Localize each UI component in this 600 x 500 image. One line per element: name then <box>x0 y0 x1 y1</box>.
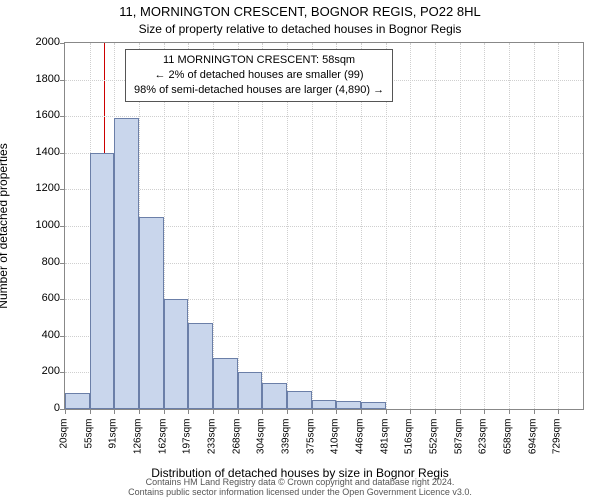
grid-line <box>410 43 411 409</box>
x-tick-mark <box>386 409 387 414</box>
x-tick-label: 339sqm <box>281 419 292 465</box>
plot-area: 11 MORNINGTON CRESCENT: 58sqm ← 2% of de… <box>64 42 584 410</box>
x-tick-label: 623sqm <box>478 419 489 465</box>
x-tick-mark <box>164 409 165 414</box>
annotation-line-3: 98% of semi-detached houses are larger (… <box>134 83 384 98</box>
y-tick-label: 200 <box>10 365 60 377</box>
x-tick-mark <box>262 409 263 414</box>
histogram-bar <box>361 402 386 409</box>
grid-line <box>435 43 436 409</box>
y-tick-mark <box>60 116 65 117</box>
x-tick-mark <box>509 409 510 414</box>
histogram-bar <box>114 118 139 409</box>
grid-line <box>534 43 535 409</box>
x-tick-label: 658sqm <box>503 419 514 465</box>
x-tick-mark <box>90 409 91 414</box>
grid-line <box>460 43 461 409</box>
y-tick-mark <box>60 189 65 190</box>
x-tick-label: 375sqm <box>305 419 316 465</box>
grid-line <box>509 43 510 409</box>
y-tick-mark <box>60 372 65 373</box>
x-tick-mark <box>114 409 115 414</box>
y-tick-mark <box>60 299 65 300</box>
x-tick-label: 304sqm <box>256 419 267 465</box>
x-tick-label: 233sqm <box>207 419 218 465</box>
x-tick-mark <box>410 409 411 414</box>
y-axis-label: Number of detached properties <box>0 143 10 308</box>
y-tick-label: 600 <box>10 292 60 304</box>
histogram-bar <box>238 372 263 410</box>
histogram-bar <box>312 400 337 409</box>
x-tick-label: 446sqm <box>355 419 366 465</box>
x-tick-label: 587sqm <box>453 419 464 465</box>
histogram-bar <box>164 299 189 409</box>
attribution-line-2: Contains public sector information licen… <box>0 488 600 498</box>
x-tick-label: 694sqm <box>527 419 538 465</box>
annotation-line-2: ← 2% of detached houses are smaller (99) <box>134 68 384 83</box>
y-tick-label: 400 <box>10 329 60 341</box>
x-tick-label: 126sqm <box>133 419 144 465</box>
x-tick-mark <box>534 409 535 414</box>
histogram-bar <box>139 217 164 409</box>
grid-line <box>484 43 485 409</box>
histogram-bar <box>90 153 115 409</box>
x-tick-mark <box>287 409 288 414</box>
chart-title: 11, MORNINGTON CRESCENT, BOGNOR REGIS, P… <box>0 4 600 19</box>
x-tick-label: 91sqm <box>108 419 119 465</box>
histogram-bar <box>65 393 90 409</box>
y-tick-mark <box>60 43 65 44</box>
y-tick-mark <box>60 80 65 81</box>
grid-line <box>65 116 583 117</box>
annotation-line-1: 11 MORNINGTON CRESCENT: 58sqm <box>134 53 384 68</box>
y-tick-label: 0 <box>10 402 60 414</box>
attribution-text: Contains HM Land Registry data © Crown c… <box>0 478 600 498</box>
y-tick-mark <box>60 226 65 227</box>
x-tick-mark <box>361 409 362 414</box>
x-tick-label: 729sqm <box>552 419 563 465</box>
x-tick-mark <box>65 409 66 414</box>
x-tick-label: 481sqm <box>379 419 390 465</box>
chart-subtitle: Size of property relative to detached ho… <box>0 22 600 36</box>
x-tick-mark <box>188 409 189 414</box>
x-tick-label: 55sqm <box>83 419 94 465</box>
x-tick-mark <box>484 409 485 414</box>
y-tick-label: 800 <box>10 256 60 268</box>
histogram-bar <box>336 401 361 409</box>
y-tick-label: 1000 <box>10 219 60 231</box>
y-tick-label: 1200 <box>10 182 60 194</box>
y-tick-mark <box>60 153 65 154</box>
y-tick-label: 2000 <box>10 36 60 48</box>
x-tick-label: 197sqm <box>182 419 193 465</box>
y-tick-label: 1800 <box>10 73 60 85</box>
y-tick-label: 1400 <box>10 146 60 158</box>
x-tick-label: 410sqm <box>330 419 341 465</box>
x-tick-label: 162sqm <box>157 419 168 465</box>
histogram-bar <box>188 323 213 409</box>
x-tick-mark <box>460 409 461 414</box>
grid-line <box>65 189 583 190</box>
x-tick-mark <box>336 409 337 414</box>
histogram-bar <box>262 383 287 409</box>
y-tick-label: 1600 <box>10 109 60 121</box>
chart-container: 11, MORNINGTON CRESCENT, BOGNOR REGIS, P… <box>0 0 600 500</box>
x-tick-label: 20sqm <box>59 419 70 465</box>
x-tick-mark <box>435 409 436 414</box>
histogram-bar <box>213 358 238 409</box>
x-tick-label: 552sqm <box>429 419 440 465</box>
x-tick-mark <box>213 409 214 414</box>
y-tick-mark <box>60 263 65 264</box>
x-tick-label: 516sqm <box>404 419 415 465</box>
grid-line <box>558 43 559 409</box>
x-tick-mark <box>238 409 239 414</box>
y-tick-mark <box>60 336 65 337</box>
x-tick-mark <box>312 409 313 414</box>
x-tick-mark <box>558 409 559 414</box>
x-tick-mark <box>139 409 140 414</box>
grid-line <box>65 153 583 154</box>
histogram-bar <box>287 391 312 409</box>
annotation-box: 11 MORNINGTON CRESCENT: 58sqm ← 2% of de… <box>125 49 393 102</box>
x-tick-label: 268sqm <box>231 419 242 465</box>
